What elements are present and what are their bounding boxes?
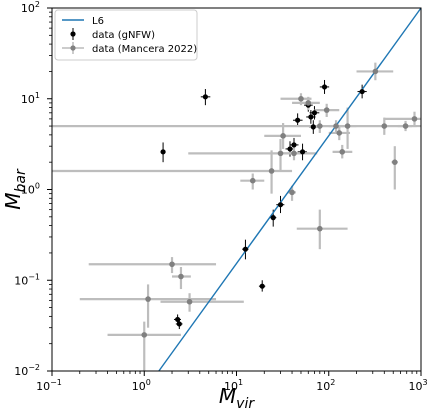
x-axis-title-base: M [219,384,236,408]
gnfw-point-2 [175,316,181,323]
gnfw-point-17 [359,88,365,95]
legend-box [54,9,198,61]
errorbars-layer [52,62,421,371]
points-layer [141,68,418,338]
x-tick-label-1: 100 [132,378,151,393]
mancera-point-21 [381,123,388,129]
mancera-point-24 [402,123,409,129]
y-axis-title-sub: bar [13,168,29,192]
gnfw-point-1 [202,94,208,100]
gnfw-point-5 [259,283,265,289]
mancera-point-15 [323,107,330,113]
mancera-point-14 [317,123,323,129]
mancera-point-16 [333,123,339,129]
mancera-point-18 [339,149,346,155]
mancera-point-6 [268,168,275,174]
mancera-point-4 [186,298,193,305]
mancera-point-13 [317,225,323,232]
mancera-point-12 [305,100,312,106]
gnfw-point-7 [277,202,284,208]
mancera-point-8 [280,133,286,139]
mancera-point-0 [141,332,148,338]
mancera-point-17 [336,130,343,136]
y-tick-label-3: 101 [21,91,40,106]
gnfw-point-8 [287,146,293,152]
legend-label-mancera: data (Mancera 2022) [92,44,197,55]
y-tick-label-0: 10−2 [14,363,40,378]
gnfw-point-13 [308,114,314,120]
mancera-point-5 [249,177,256,184]
gnfw-point-0 [160,149,166,155]
mancera-point-23 [411,116,418,122]
gnfw-point-14 [311,110,318,116]
ticks-layer [47,7,422,376]
x-axis-title-sub: vir [236,396,255,411]
mancera-point-10 [291,150,297,157]
series-line-l6 [158,7,422,372]
mancera-point-2 [169,261,175,268]
mancera-point-11 [298,95,304,102]
mancera-point-1 [145,296,151,302]
y-axis-title-base: M [1,192,25,209]
legend-swatch-gnfw [70,31,76,37]
x-tick-label-4: 103 [408,378,427,393]
gnfw-point-16 [321,84,328,90]
legend-label-l6: L6 [92,16,104,27]
mancera-point-7 [277,150,284,157]
mancera-point-9 [289,189,295,196]
mancera-point-3 [178,273,184,280]
gnfw-point-3 [176,321,182,327]
legend-label-gnfw: data (gNFW) [92,30,155,41]
gnfw-point-15 [310,124,316,130]
gnfw-point-11 [299,149,306,155]
gnfw-point-9 [291,142,297,148]
y-tick-label-4: 102 [21,0,40,15]
mancera-point-19 [344,123,351,129]
x-tick-label-0: 10−1 [36,378,62,393]
mancera-point-22 [392,159,398,165]
plot-frame [51,7,422,372]
x-axis-title: Mvir [219,384,255,411]
gnfw-point-4 [242,246,249,252]
mancera-point-20 [372,68,379,75]
gnfw-point-6 [270,215,276,221]
y-axis-title: Mbar [1,168,29,210]
legend: L6 data (gNFW) data (Mancera 2022) [54,9,198,61]
gnfw-point-10 [295,117,301,123]
x-tick-label-3: 102 [316,378,335,393]
y-tick-label-1: 10−1 [14,272,40,287]
legend-swatch-mancera [70,45,76,51]
